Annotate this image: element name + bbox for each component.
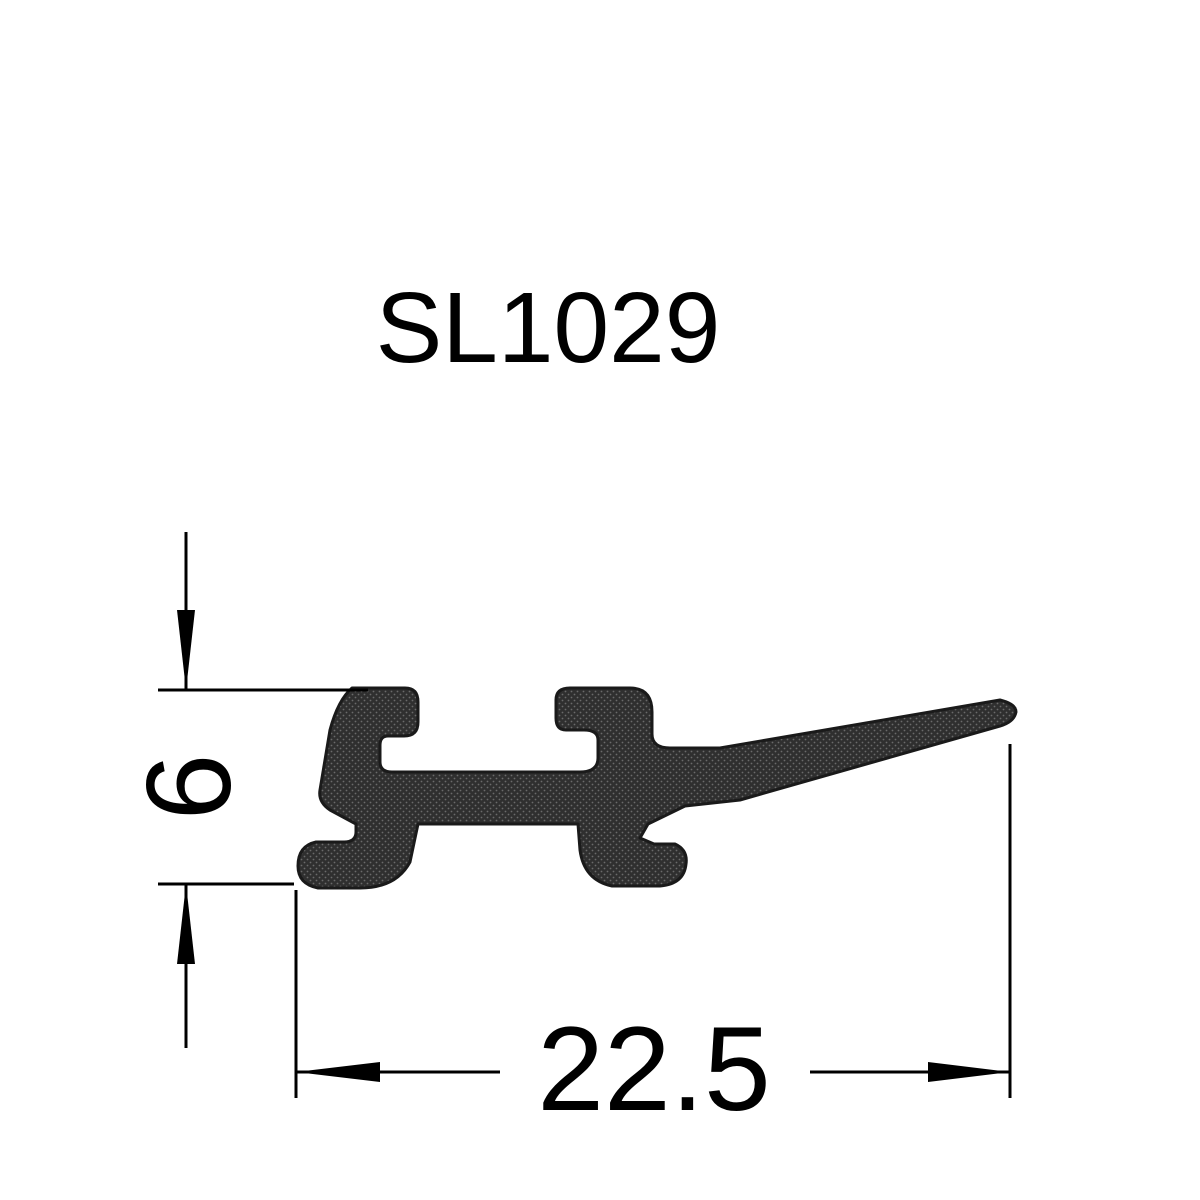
width-dimension-value: 22.5 [537, 1002, 771, 1136]
height-dimension: 6 [122, 532, 368, 1048]
width-dimension: 22.5 [294, 744, 1012, 1136]
part-number-title: SL1029 [376, 272, 721, 384]
height-arrowhead-top [177, 610, 195, 690]
height-dimension-value: 6 [122, 754, 256, 821]
width-arrowhead-left [296, 1062, 380, 1082]
height-arrowhead-bottom [177, 884, 195, 964]
width-arrowhead-right [928, 1062, 1010, 1082]
seal-profile [296, 686, 1018, 890]
